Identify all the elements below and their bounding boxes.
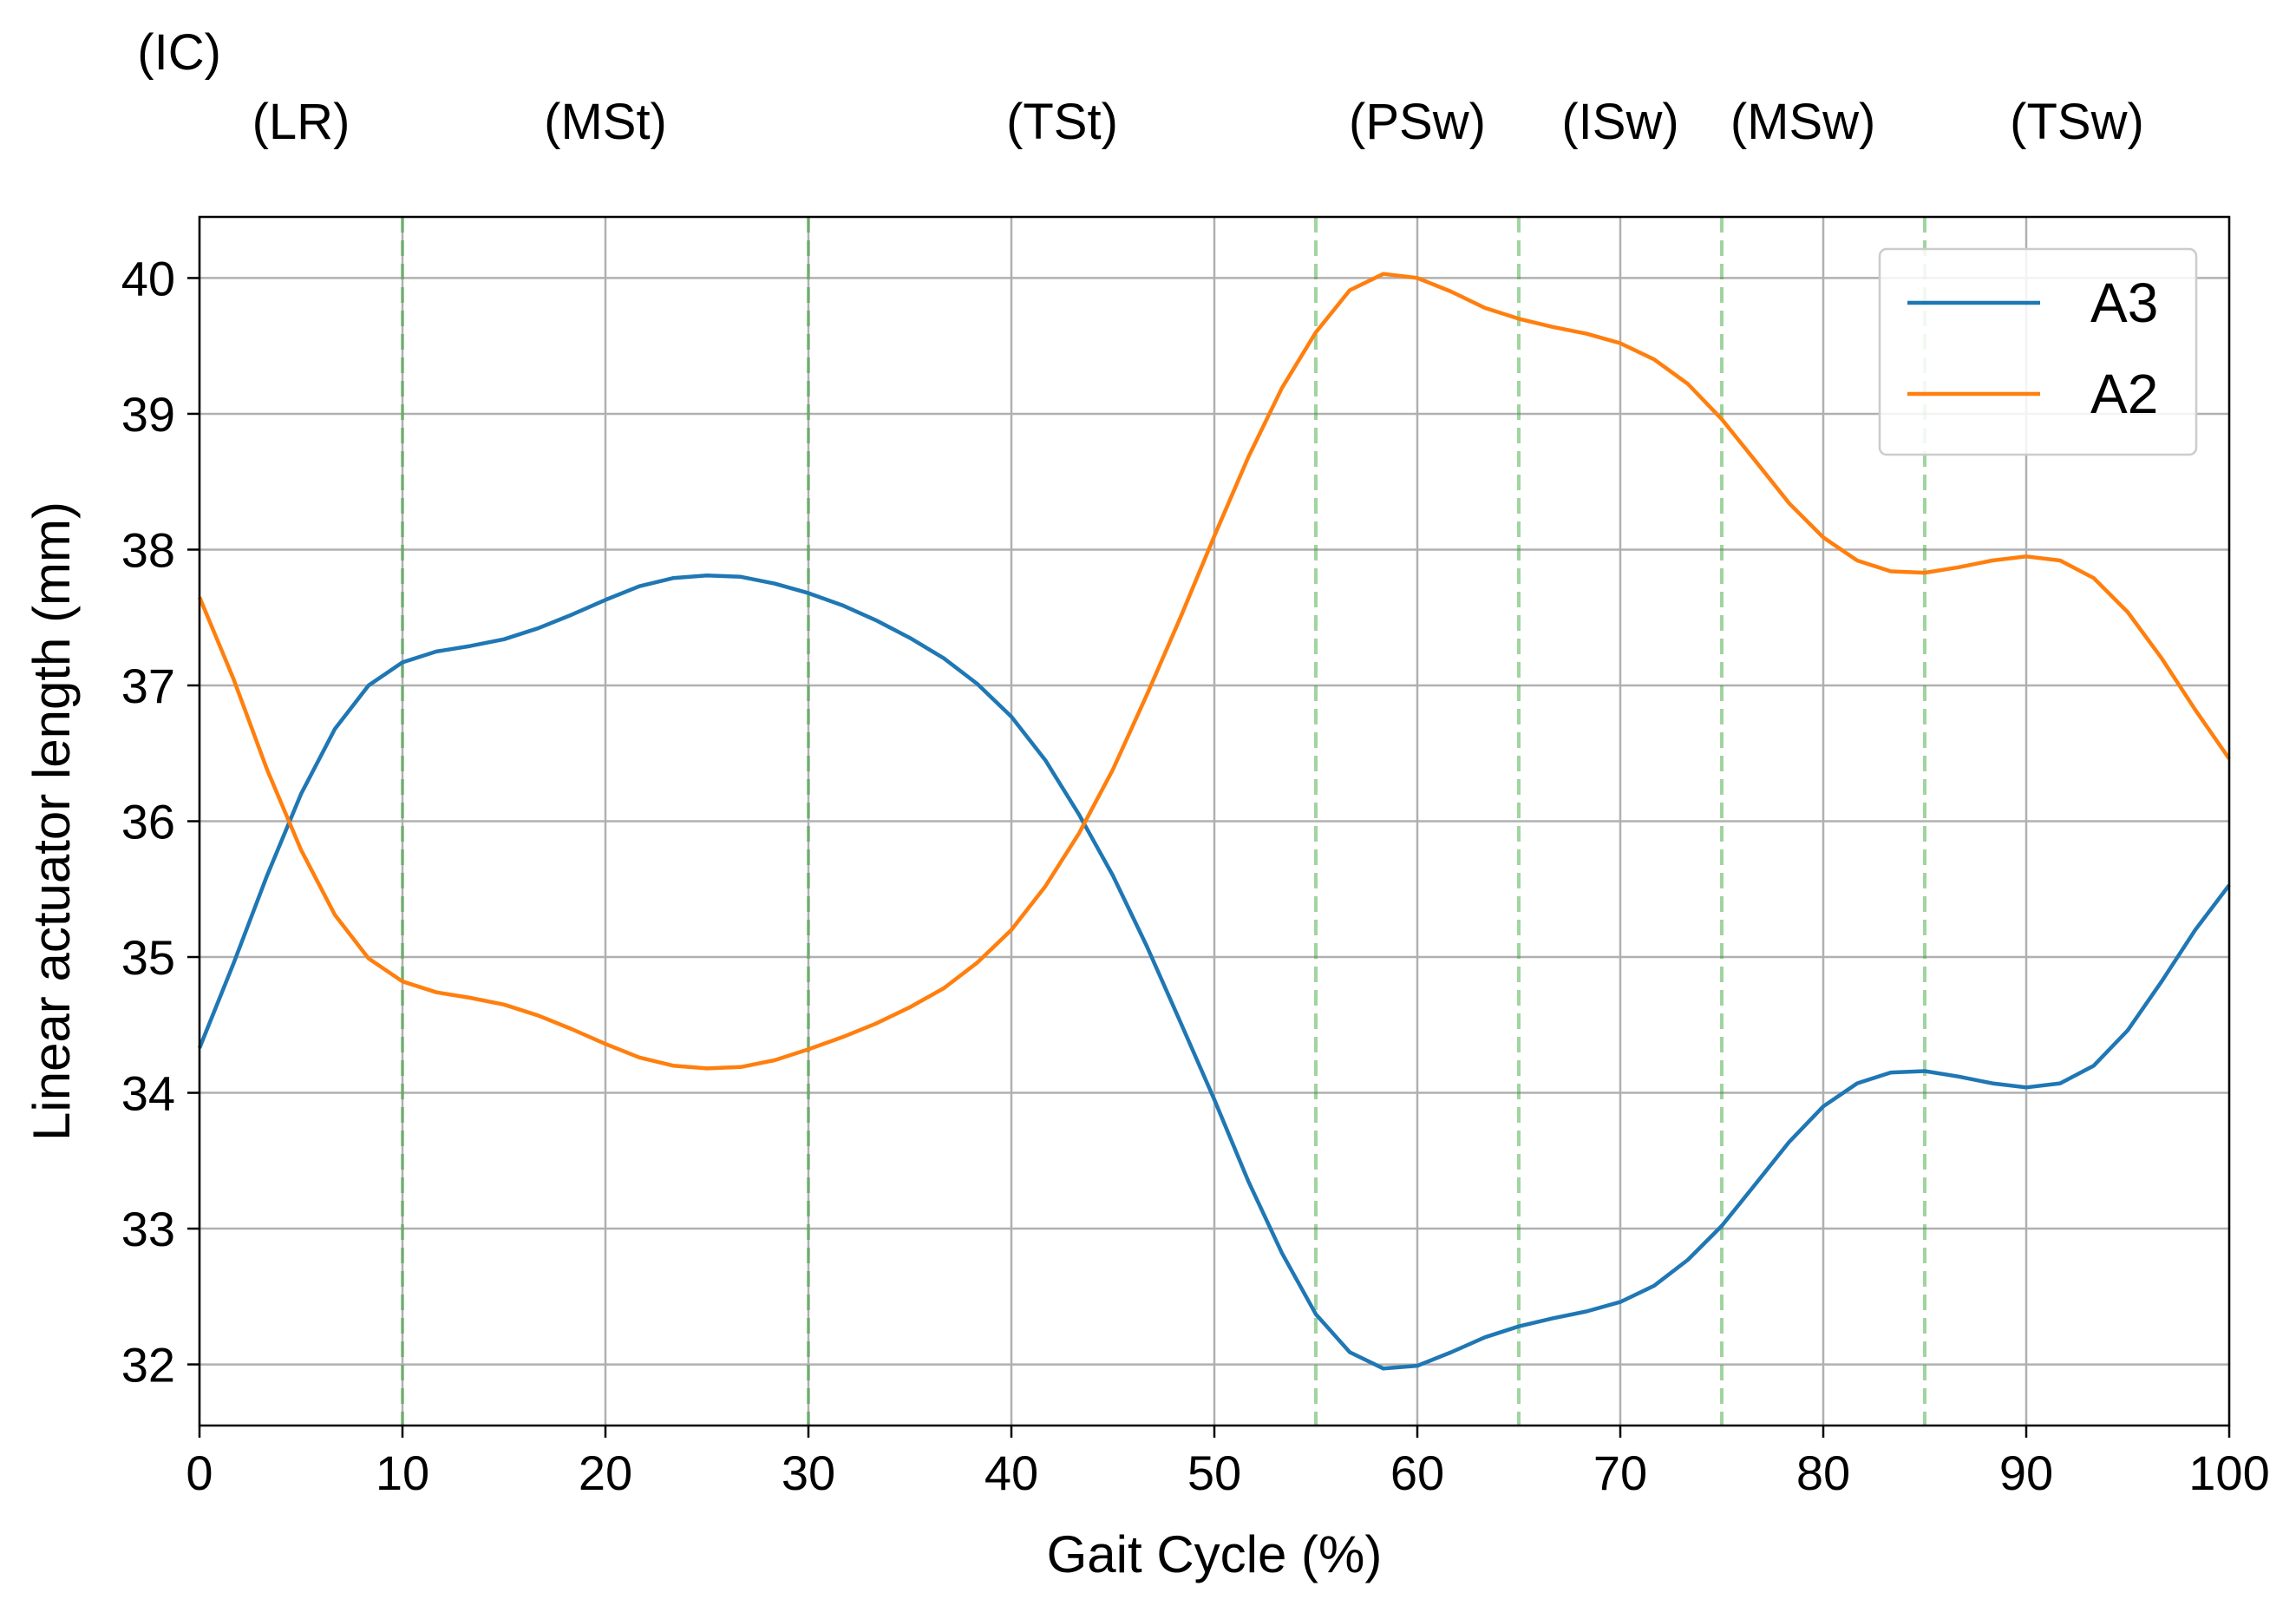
x-tick-label: 70: [1593, 1445, 1647, 1500]
y-tick-label: 34: [121, 1066, 175, 1121]
legend-box: [1878, 247, 2198, 456]
y-tick-label: 36: [121, 795, 175, 849]
y-tick-label: 32: [121, 1338, 175, 1393]
y-tick-label: 39: [121, 387, 175, 442]
y-axis-label: Linear actuator length (mm): [23, 501, 81, 1141]
phase-label: (TSt): [1006, 94, 1118, 150]
legend-label-a3: A3: [2090, 272, 2158, 334]
y-tick-label: 33: [121, 1202, 175, 1256]
phase-label: (MSw): [1730, 94, 1876, 150]
ticks: 0 10 20 30 40 50 60 70 80 90 100 32 33 34 35 36 37 38 39 40: [121, 251, 2270, 1500]
x-tick-label: 40: [984, 1445, 1038, 1500]
phase-label: (IC): [137, 24, 221, 81]
phase-label: (MSt): [544, 94, 667, 150]
y-tick-label: 38: [121, 522, 175, 577]
x-axis-label: Gait Cycle (%): [1047, 1525, 1383, 1583]
x-tick-label: 30: [782, 1445, 835, 1500]
phase-labels: (IC) (LR) (MSt) (TSt) (PSw) (ISw) (MSw) (TSw): [137, 24, 2144, 150]
series-line-a3: [197, 573, 2231, 1371]
phase-label: (LR): [252, 94, 350, 150]
y-tick-label: 35: [121, 930, 175, 985]
x-tick-label: 60: [1390, 1445, 1444, 1500]
legend-label-a2: A2: [2090, 363, 2158, 425]
x-tick-label: 10: [376, 1445, 429, 1500]
x-tick-label: 0: [186, 1445, 213, 1500]
x-tick-label: 50: [1187, 1445, 1241, 1500]
phase-label: (TSw): [2010, 94, 2144, 150]
y-tick-label: 37: [121, 659, 175, 713]
x-tick-label: 20: [579, 1445, 632, 1500]
x-tick-label: 100: [2188, 1445, 2269, 1500]
x-tick-label: 90: [1999, 1445, 2053, 1500]
y-tick-label: 40: [121, 251, 175, 305]
x-tick-label: 80: [1796, 1445, 1850, 1500]
series-line-a2: [197, 272, 2231, 1071]
series-layer: [197, 272, 2231, 1371]
phase-label: (ISw): [1561, 94, 1678, 150]
phase-label: (PSw): [1349, 94, 1486, 150]
